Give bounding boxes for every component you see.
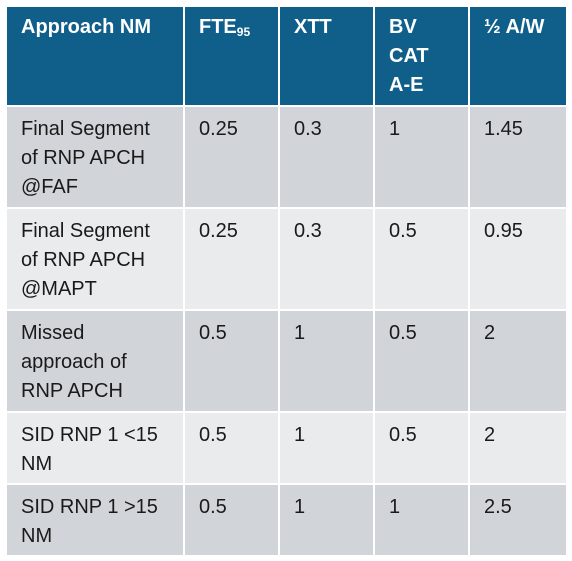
cell-fte95: 0.5 — [183, 483, 280, 557]
cell-bv-cat: 0.5 — [373, 309, 470, 413]
cell-half-aw: 2 — [468, 411, 568, 485]
cell-bv-cat: 1 — [373, 483, 470, 557]
cell-fte95: 0.5 — [183, 309, 280, 413]
cell-xtt: 1 — [278, 309, 375, 413]
cell-approach: SID RNP 1 >15 NM — [5, 483, 185, 557]
header-xtt: XTT — [278, 5, 375, 107]
cell-bv-cat: 1 — [373, 105, 470, 209]
cell-xtt: 1 — [278, 483, 375, 557]
header-row: Approach NM FTE95 XTT BV CAT A-E ½ A/W — [5, 5, 568, 107]
cell-bv-cat: 0.5 — [373, 207, 470, 311]
cell-xtt: 1 — [278, 411, 375, 485]
cell-xtt: 0.3 — [278, 207, 375, 311]
table-row: SID RNP 1 >15 NM 0.5 1 1 2.5 — [5, 483, 568, 557]
table-row: Final Segment of RNP APCH @MAPT 0.25 0.3… — [5, 207, 568, 311]
table-row: Final Segment of RNP APCH @FAF 0.25 0.3 … — [5, 105, 568, 209]
cell-approach: Missed approach of RNP APCH — [5, 309, 185, 413]
cell-fte95: 0.25 — [183, 207, 280, 311]
cell-half-aw: 1.45 — [468, 105, 568, 209]
table-row: Missed approach of RNP APCH 0.5 1 0.5 2 — [5, 309, 568, 413]
cell-bv-cat: 0.5 — [373, 411, 470, 485]
cell-half-aw: 2 — [468, 309, 568, 413]
approach-table-container: Approach NM FTE95 XTT BV CAT A-E ½ A/W F… — [5, 5, 568, 557]
cell-fte95: 0.5 — [183, 411, 280, 485]
header-bv-cat: BV CAT A-E — [373, 5, 470, 107]
cell-xtt: 0.3 — [278, 105, 375, 209]
cell-half-aw: 2.5 — [468, 483, 568, 557]
header-fte95: FTE95 — [183, 5, 280, 107]
cell-approach: Final Segment of RNP APCH @FAF — [5, 105, 185, 209]
cell-approach: SID RNP 1 <15 NM — [5, 411, 185, 485]
cell-half-aw: 0.95 — [468, 207, 568, 311]
approach-table: Approach NM FTE95 XTT BV CAT A-E ½ A/W F… — [5, 5, 568, 557]
cell-fte95: 0.25 — [183, 105, 280, 209]
table-row: SID RNP 1 <15 NM 0.5 1 0.5 2 — [5, 411, 568, 485]
cell-approach: Final Segment of RNP APCH @MAPT — [5, 207, 185, 311]
header-half-aw: ½ A/W — [468, 5, 568, 107]
header-approach-nm: Approach NM — [5, 5, 185, 107]
